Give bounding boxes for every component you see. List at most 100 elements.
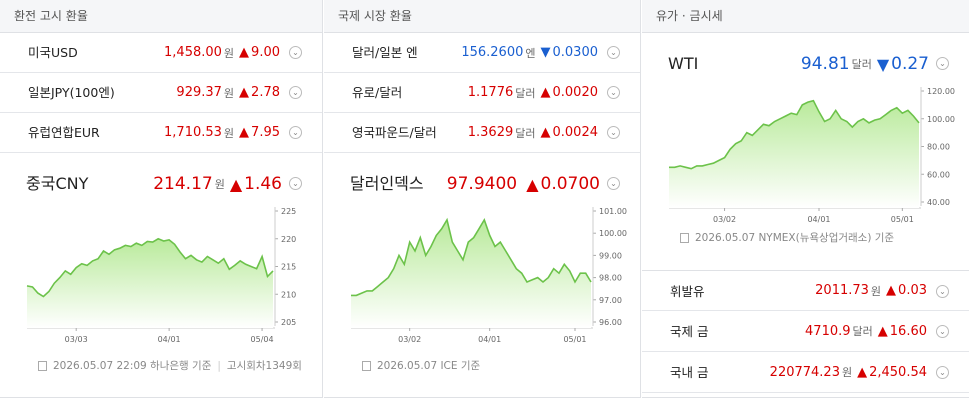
source-extra: 고시회차1349회	[226, 360, 302, 372]
change-arrow: ▲	[229, 174, 243, 194]
rate-name: 휘발유	[670, 284, 705, 299]
unit: 달러	[515, 86, 536, 100]
rate-row[interactable]: 국제 금 4710.9 달러 ▲ 16.60 ⌄	[642, 311, 969, 352]
x-tick-label: 04/01	[158, 335, 181, 344]
toggle-button[interactable]: ⌄	[289, 177, 302, 190]
source-icon	[38, 360, 47, 371]
y-tick-label: 210	[281, 290, 296, 299]
rate-row[interactable]: 영국파운드/달러 1.3629 달러 ▲ 0.0024 ⌄	[324, 113, 640, 153]
source-icon	[362, 360, 371, 371]
y-tick-label: 205	[281, 318, 296, 327]
change: 0.0020	[552, 85, 599, 100]
rate-name: 미국USD	[28, 45, 78, 60]
line-chart: 205 210 215 220 225 03/03 04/01 05/04	[26, 207, 296, 344]
featured-name: WTI	[668, 54, 699, 73]
price: 97.9400 ▲ 0.0700	[447, 169, 600, 199]
rate-row[interactable]: 유로/달러 1.1776 달러 ▲ 0.0020 ⌄	[324, 73, 640, 113]
change-arrow: ▲	[540, 125, 551, 140]
panel: 국제 시장 환율 달러/일본 엔 156.2600 엔 ▼ 0.0300 ⌄ 유로/달러 1.1…	[324, 0, 641, 398]
unit: 원	[841, 366, 853, 379]
y-tick-label: 100.00	[927, 115, 955, 124]
rate-name: 일본JPY(100엔)	[28, 85, 115, 100]
y-tick-label: 97.00	[599, 296, 622, 305]
unit: 달러	[851, 58, 872, 71]
unit: 원	[223, 126, 235, 140]
value: 220774.23	[769, 364, 840, 380]
rate-row[interactable]: 미국USD 1,458.00 원 ▲ 9.00 ⌄	[0, 33, 322, 73]
line-chart: 96.00 97.00 98.00 99.00 100.00 101.00 03/02 04/…	[351, 207, 627, 344]
value: 2011.73	[815, 283, 869, 298]
featured-header: WTI 94.81 달러 ▼ 0.27 ⌄	[642, 49, 969, 79]
price: 4710.9 달러 ▲ 16.60	[805, 311, 927, 351]
toggle-button[interactable]: ⌄	[289, 46, 302, 59]
toggle-button[interactable]: ⌄	[289, 126, 302, 139]
value: 156.2600	[461, 45, 524, 60]
rate-row[interactable]: 달러/일본 엔 156.2600 엔 ▼ 0.0300 ⌄	[324, 33, 640, 73]
x-tick-label: 05/04	[251, 335, 274, 344]
rate-name: 달러/일본 엔	[352, 45, 418, 60]
change-arrow: ▲	[239, 45, 250, 60]
featured: 96.00 97.00 98.00 99.00 100.00 101.00 03/02 04/…	[324, 153, 640, 398]
y-tick-label: 40.00	[927, 198, 950, 207]
y-tick-label: 98.00	[599, 274, 622, 283]
price: 156.2600 엔 ▼ 0.0300	[461, 33, 598, 72]
unit: 달러	[515, 126, 536, 140]
featured-name: 중국CNY	[26, 174, 89, 193]
change: 0.27	[891, 54, 929, 74]
panel: 환전 고시 환율 미국USD 1,458.00 원 ▲ 9.00 ⌄ 일본JPY(100엔) 9…	[0, 0, 323, 398]
change-arrow: ▼	[540, 45, 551, 60]
x-tick-label: 04/01	[807, 215, 830, 224]
area	[27, 238, 273, 328]
change-arrow: ▲	[239, 125, 250, 140]
change: 1.46	[244, 174, 282, 194]
toggle-button[interactable]: ⌄	[607, 126, 620, 139]
area	[351, 219, 591, 328]
source-text: 2026.05.07 NYMEX(뉴욕상업거래소) 기준	[695, 232, 895, 244]
change: 0.03	[898, 283, 927, 298]
y-tick-label: 100.00	[599, 229, 627, 238]
panel-title: 국제 시장 환율	[324, 0, 640, 33]
panel-title: 환전 고시 환율	[0, 0, 322, 33]
toggle-button[interactable]: ⌄	[607, 46, 620, 59]
toggle-button[interactable]: ⌄	[936, 284, 949, 298]
source-icon	[680, 232, 689, 243]
rate-row[interactable]: 휘발유 2011.73 원 ▲ 0.03 ⌄	[642, 270, 969, 311]
toggle-button[interactable]: ⌄	[936, 57, 949, 70]
y-tick-label: 60.00	[927, 170, 950, 179]
source-text: 2026.05.07 22:09 하나은행 기준	[53, 360, 212, 372]
source: 2026.05.07 NYMEX(뉴욕상업거래소) 기준	[680, 230, 894, 245]
rate-name: 유럽연합EUR	[28, 125, 100, 140]
rate-row[interactable]: 일본JPY(100엔) 929.37 원 ▲ 2.78 ⌄	[0, 73, 322, 113]
featured: 40.00 60.00 80.00 100.00 120.00 03/02 04/01 05/…	[642, 33, 969, 271]
toggle-button[interactable]: ⌄	[936, 365, 949, 379]
line	[26, 237, 274, 298]
unit: 엔	[525, 46, 536, 60]
rate-row[interactable]: 유럽연합EUR 1,710.53 원 ▲ 7.95 ⌄	[0, 113, 322, 153]
price: 214.17 원 ▲ 1.46	[153, 169, 282, 199]
y-tick-label: 99.00	[599, 251, 622, 260]
source-text: 2026.05.07 ICE 기준	[377, 360, 481, 372]
change: 9.00	[251, 45, 280, 60]
rate-row[interactable]: 국내 금 220774.23 원 ▲ 2,450.54 ⌄	[642, 352, 969, 393]
area	[669, 100, 919, 208]
change: 2,450.54	[869, 364, 927, 380]
toggle-button[interactable]: ⌄	[607, 86, 620, 99]
value: 97.9400	[446, 174, 518, 194]
change-arrow: ▲	[857, 364, 868, 380]
toggle-button[interactable]: ⌄	[289, 86, 302, 99]
featured: 205 210 215 220 225 03/03 04/01 05/04 중국CNY 214.1…	[0, 153, 322, 398]
change: 0.0024	[552, 125, 599, 140]
source: 2026.05.07 ICE 기준	[362, 358, 480, 373]
x-tick-label: 03/03	[65, 335, 88, 344]
change-arrow: ▼	[876, 54, 890, 74]
unit: 원	[223, 86, 235, 100]
y-tick-label: 120.00	[927, 87, 955, 96]
toggle-button[interactable]: ⌄	[936, 324, 949, 338]
toggle-button[interactable]: ⌄	[607, 177, 620, 190]
y-tick-label: 80.00	[927, 143, 950, 152]
change: 0.0300	[552, 45, 599, 60]
value: 94.81	[800, 54, 850, 74]
y-tick-label: 225	[281, 207, 296, 216]
unit: 원	[214, 178, 225, 191]
